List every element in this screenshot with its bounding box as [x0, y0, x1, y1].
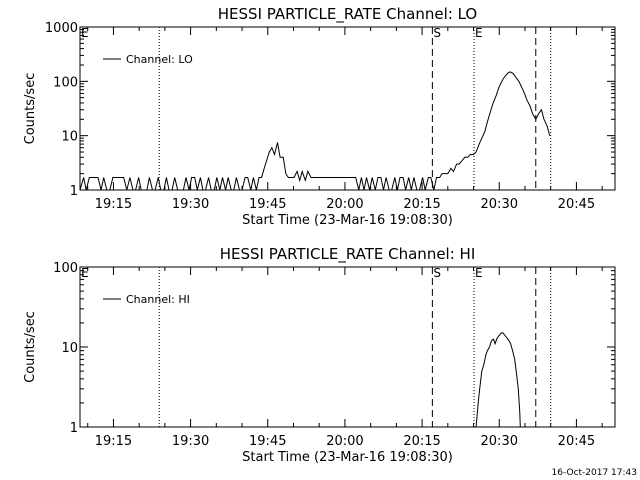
y-tick-label: 100 — [53, 261, 78, 276]
plot-frame — [79, 266, 616, 428]
x-tick-label: 20:15 — [403, 197, 440, 212]
x-tick-label: 19:30 — [172, 434, 209, 449]
x-tick-label: 20:00 — [326, 197, 363, 212]
x-tick-label: 19:30 — [172, 197, 209, 212]
chart-title: HESSI PARTICLE_RATE Channel: LO — [218, 5, 477, 24]
marker-label: S — [433, 266, 441, 280]
y-tick-label: 1 — [70, 421, 78, 436]
x-axis-label: Start Time (23-Mar-16 19:08:30) — [242, 450, 453, 465]
x-tick-label: 19:45 — [249, 434, 286, 449]
marker-label: S — [433, 26, 441, 40]
y-tick-label: 1000 — [45, 21, 78, 36]
legend-label: Channel: HI — [126, 293, 190, 306]
y-tick-label: 10 — [61, 341, 78, 356]
y-axis-label: Counts/sec — [23, 73, 38, 145]
x-tick-label: 20:00 — [326, 434, 363, 449]
y-tick-label: 10 — [61, 130, 78, 145]
footer-timestamp: 16-Oct-2017 17:43 — [552, 468, 637, 478]
marker-label: E — [81, 266, 89, 280]
x-tick-label: 19:45 — [249, 197, 286, 212]
x-tick-label: 20:45 — [558, 197, 595, 212]
x-tick-label: 20:30 — [481, 434, 518, 449]
x-tick-label: 20:45 — [558, 434, 595, 449]
x-axis-label: Start Time (23-Mar-16 19:08:30) — [242, 213, 453, 228]
marker-label: E — [475, 26, 483, 40]
chart-title: HESSI PARTICLE_RATE Channel: HI — [220, 245, 476, 264]
x-tick-label: 19:15 — [95, 197, 132, 212]
y-tick-label: 100 — [53, 75, 78, 90]
x-tick-label: 20:30 — [481, 197, 518, 212]
y-tick-label: 1 — [70, 184, 78, 199]
x-tick-label: 20:15 — [403, 434, 440, 449]
x-tick-label: 19:15 — [95, 434, 132, 449]
legend-label: Channel: LO — [126, 53, 193, 66]
series-line-hi — [475, 332, 521, 428]
marker-label: E — [475, 266, 483, 280]
plot-frame — [79, 26, 616, 191]
series-line-lo — [79, 71, 551, 191]
y-axis-label: Counts/sec — [23, 311, 38, 383]
marker-label: E — [81, 26, 89, 40]
